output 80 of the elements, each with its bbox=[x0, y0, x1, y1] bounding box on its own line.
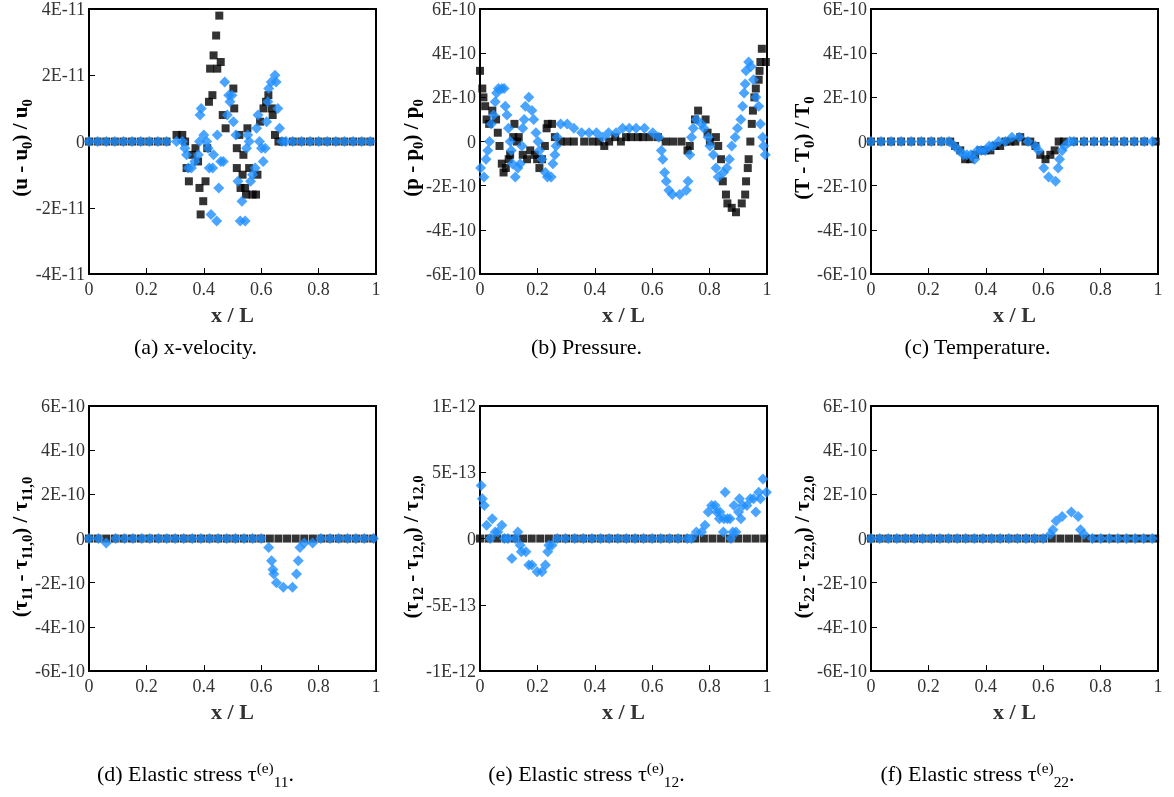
x-axis-title: x / L bbox=[602, 301, 645, 327]
y-tick-label: 4E-10 bbox=[41, 440, 85, 461]
y-tick-label: 0 bbox=[858, 131, 867, 152]
x-axis-title: x / L bbox=[993, 301, 1036, 327]
text: (f) Elastic stress τ$^{(e)}$$_{22}$. bbox=[879, 759, 1076, 791]
x-tick-label: 0.4 bbox=[974, 279, 998, 300]
x-tick-label: 0.4 bbox=[583, 279, 607, 300]
text: (b) Pressure. bbox=[529, 334, 644, 360]
y-tick-label: 4E-10 bbox=[823, 440, 867, 461]
y-tick-label: -4E-10 bbox=[35, 616, 85, 637]
text: (a) x-velocity. bbox=[132, 334, 259, 360]
y-tick-label: -4E-10 bbox=[817, 616, 867, 637]
x-tick-label: 0.4 bbox=[192, 279, 216, 300]
y-tick-label: 0 bbox=[76, 528, 85, 549]
y-tick-label: 1E-12 bbox=[432, 396, 476, 416]
x-tick-label: 0.4 bbox=[583, 676, 607, 697]
x-tick-label: 0.6 bbox=[1031, 279, 1055, 300]
y-tick-label: 6E-10 bbox=[432, 0, 476, 19]
x-axis-title: x / L bbox=[993, 698, 1036, 724]
x-tick-label: 0.2 bbox=[135, 676, 158, 697]
y-tick-label: -2E-10 bbox=[817, 572, 867, 593]
x-tick-label: 0.6 bbox=[640, 279, 664, 300]
x-tick-label: 0.2 bbox=[917, 279, 940, 300]
x-axis-title: x / L bbox=[211, 698, 254, 724]
y-tick-label: 6E-10 bbox=[823, 0, 867, 19]
text: (e) Elastic stress τ$^{(e)}$$_{12}$. bbox=[487, 759, 686, 791]
x-tick-label: 0.6 bbox=[640, 676, 664, 697]
x-tick-label: 0.8 bbox=[307, 279, 330, 300]
y-tick-label: 0 bbox=[467, 131, 476, 152]
y-tick-label: -2E-10 bbox=[426, 175, 476, 196]
y-tick-label: 6E-10 bbox=[823, 396, 867, 416]
text: (d) Elastic stress τ$^{(e)}$$_{11}$. bbox=[95, 759, 296, 791]
y-tick-label: 0 bbox=[76, 131, 85, 152]
y-tick-label: 2E-10 bbox=[432, 87, 476, 108]
x-tick-label: 0.4 bbox=[192, 676, 216, 697]
y-tick-label: -1E-12 bbox=[426, 661, 476, 682]
y-tick-label: -2E-10 bbox=[35, 572, 85, 593]
y-tick-label: 2E-10 bbox=[823, 87, 867, 108]
x-tick-label: 0.8 bbox=[698, 676, 721, 697]
y-tick-label: 4E-11 bbox=[41, 0, 85, 19]
x-tick-label: 0.4 bbox=[974, 676, 998, 697]
y-tick-label: -6E-10 bbox=[817, 661, 867, 682]
x-tick-label: 0.2 bbox=[917, 676, 940, 697]
text: (c) Temperature. bbox=[903, 334, 1052, 360]
y-tick-label: -6E-10 bbox=[35, 661, 85, 682]
x-tick-label: 0.8 bbox=[1089, 676, 1112, 697]
x-tick-label: 0.2 bbox=[526, 279, 549, 300]
x-tick-label: 1 bbox=[762, 676, 772, 697]
y-tick-label: 2E-10 bbox=[41, 484, 85, 505]
x-tick-label: 1 bbox=[371, 676, 381, 697]
x-tick-label: 0.6 bbox=[249, 279, 273, 300]
x-tick-label: 0.8 bbox=[307, 676, 330, 697]
x-tick-label: 0.2 bbox=[526, 676, 549, 697]
y-tick-label: -4E-11 bbox=[35, 264, 85, 285]
y-tick-label: -5E-13 bbox=[426, 594, 476, 615]
y-tick-label: -2E-10 bbox=[817, 175, 867, 196]
x-tick-label: 1 bbox=[762, 279, 772, 300]
x-tick-label: 0.6 bbox=[249, 676, 273, 697]
y-tick-label: -4E-10 bbox=[426, 219, 476, 240]
y-tick-label: -2E-11 bbox=[35, 197, 85, 218]
x-tick-label: 1 bbox=[1153, 279, 1163, 300]
y-tick-label: -4E-10 bbox=[817, 219, 867, 240]
x-tick-label: 0.2 bbox=[135, 279, 158, 300]
x-tick-label: 1 bbox=[1153, 676, 1163, 697]
y-tick-label: 4E-10 bbox=[432, 43, 476, 64]
x-tick-label: 0.6 bbox=[1031, 676, 1055, 697]
y-tick-label: 0 bbox=[467, 528, 476, 549]
x-tick-label: 0.8 bbox=[1089, 279, 1112, 300]
y-tick-label: 2E-10 bbox=[823, 484, 867, 505]
y-tick-label: -6E-10 bbox=[426, 264, 476, 285]
x-axis-title: x / L bbox=[602, 698, 645, 724]
y-tick-label: -6E-10 bbox=[817, 264, 867, 285]
x-tick-label: 0.8 bbox=[698, 279, 721, 300]
y-tick-label: 0 bbox=[858, 528, 867, 549]
x-tick-label: 1 bbox=[371, 279, 381, 300]
x-axis-title: x / L bbox=[211, 301, 254, 327]
y-tick-label: 6E-10 bbox=[41, 396, 85, 416]
y-tick-label: 2E-11 bbox=[41, 65, 85, 86]
y-tick-label: 4E-10 bbox=[823, 43, 867, 64]
y-tick-label: 5E-13 bbox=[432, 462, 476, 483]
